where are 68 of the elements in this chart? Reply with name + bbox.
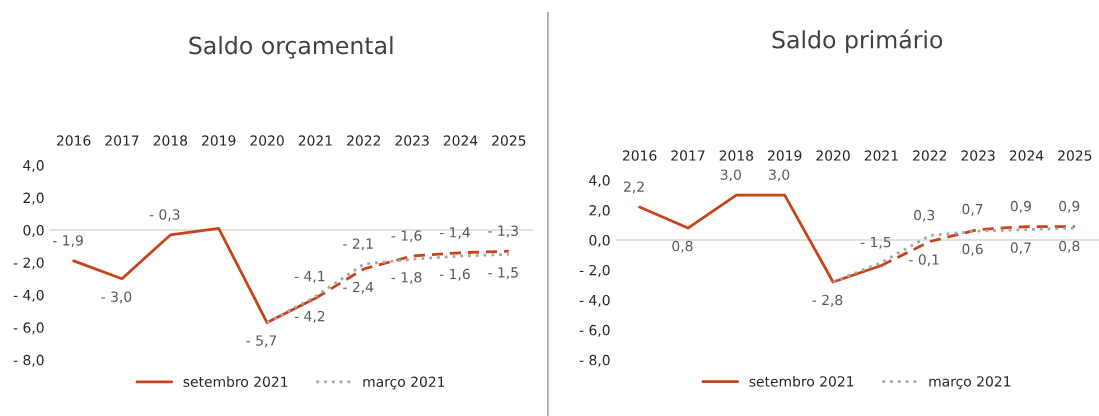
y-tick-label: - 8,0 (579, 354, 610, 367)
x-tick-label: 2021 (864, 150, 898, 161)
legend-label: setembro 2021 (749, 375, 854, 387)
data-label: - 4,2 (294, 310, 325, 323)
data-label: 0,6 (962, 243, 983, 256)
x-tick-label: 2023 (395, 135, 429, 146)
x-tick-label: 2016 (622, 150, 657, 161)
x-tick-label: 2023 (961, 150, 995, 161)
y-tick-label: - 2,0 (13, 257, 44, 270)
data-label: - 2,1 (343, 238, 373, 251)
data-label: - 3,0 (101, 291, 132, 304)
data-label: - 0,3 (149, 209, 180, 222)
x-tick-label: 2020 (250, 135, 284, 146)
chart-title: Saldo primário (772, 29, 943, 54)
data-label: - 1,4 (439, 227, 470, 239)
data-label: 0,7 (962, 203, 983, 216)
y-tick-label: - 8,0 (13, 354, 44, 367)
y-tick-label: 0,0 (23, 225, 44, 237)
data-label: 0,9 (1059, 200, 1080, 213)
data-label: - 1,6 (391, 230, 422, 243)
data-label: - 1,6 (439, 268, 470, 281)
data-label: 0,8 (1059, 240, 1080, 253)
x-tick-label: 2016 (56, 135, 91, 146)
data-label: 0,3 (914, 209, 935, 222)
chart-title: Saldo orçamental (189, 36, 393, 59)
data-label: - 2,4 (343, 281, 374, 294)
x-tick-label: 2025 (1058, 150, 1092, 161)
data-label: - 1,5 (488, 267, 518, 280)
data-label: - 1,9 (53, 235, 83, 248)
data-label: 3,0 (769, 169, 790, 182)
x-tick-label: 2018 (719, 150, 754, 161)
data-label: - 2,8 (812, 294, 843, 307)
x-tick-label: 2022 (347, 135, 381, 146)
y-tick-label: - 6,0 (579, 324, 610, 337)
y-tick-label: 4,0 (589, 175, 610, 188)
data-label: - 1,3 (488, 225, 518, 238)
x-tick-label: 2019 (202, 135, 236, 146)
x-tick-label: 2024 (1009, 150, 1044, 161)
x-tick-label: 2024 (443, 135, 478, 146)
x-tick-label: 2021 (298, 135, 332, 146)
data-label: 2,2 (624, 181, 644, 194)
x-tick-label: 2022 (913, 150, 947, 161)
x-tick-label: 2019 (768, 150, 802, 161)
y-tick-label: 2,0 (23, 192, 44, 205)
data-label: 0,9 (1010, 200, 1031, 213)
y-tick-label: 0,0 (589, 235, 610, 247)
x-tick-label: 2018 (153, 135, 188, 146)
y-tick-label: - 4,0 (13, 289, 44, 302)
legend-label: setembro 2021 (183, 376, 288, 387)
data-label: 0,8 (672, 240, 693, 253)
x-tick-label: 2020 (816, 150, 850, 161)
data-label: - 1,8 (391, 272, 422, 284)
y-tick-label: 2,0 (589, 205, 610, 217)
x-tick-label: 2017 (105, 135, 139, 146)
y-tick-label: - 6,0 (13, 322, 44, 335)
legend-label: março 2021 (929, 376, 1011, 390)
data-label: - 0,1 (909, 254, 939, 267)
x-tick-label: 2017 (671, 150, 705, 161)
data-label: 3,0 (720, 169, 741, 182)
data-label: - 1,5 (860, 236, 891, 249)
y-tick-label: 4,0 (23, 160, 44, 173)
legend-label: março 2021 (363, 376, 445, 390)
x-tick-label: 2025 (492, 135, 526, 146)
data-label: - 5,7 (246, 335, 277, 348)
data-label: - 4,1 (294, 271, 325, 283)
data-label: 0,7 (1010, 242, 1031, 255)
y-tick-label: - 4,0 (579, 294, 610, 307)
y-tick-label: - 2,0 (579, 264, 610, 277)
